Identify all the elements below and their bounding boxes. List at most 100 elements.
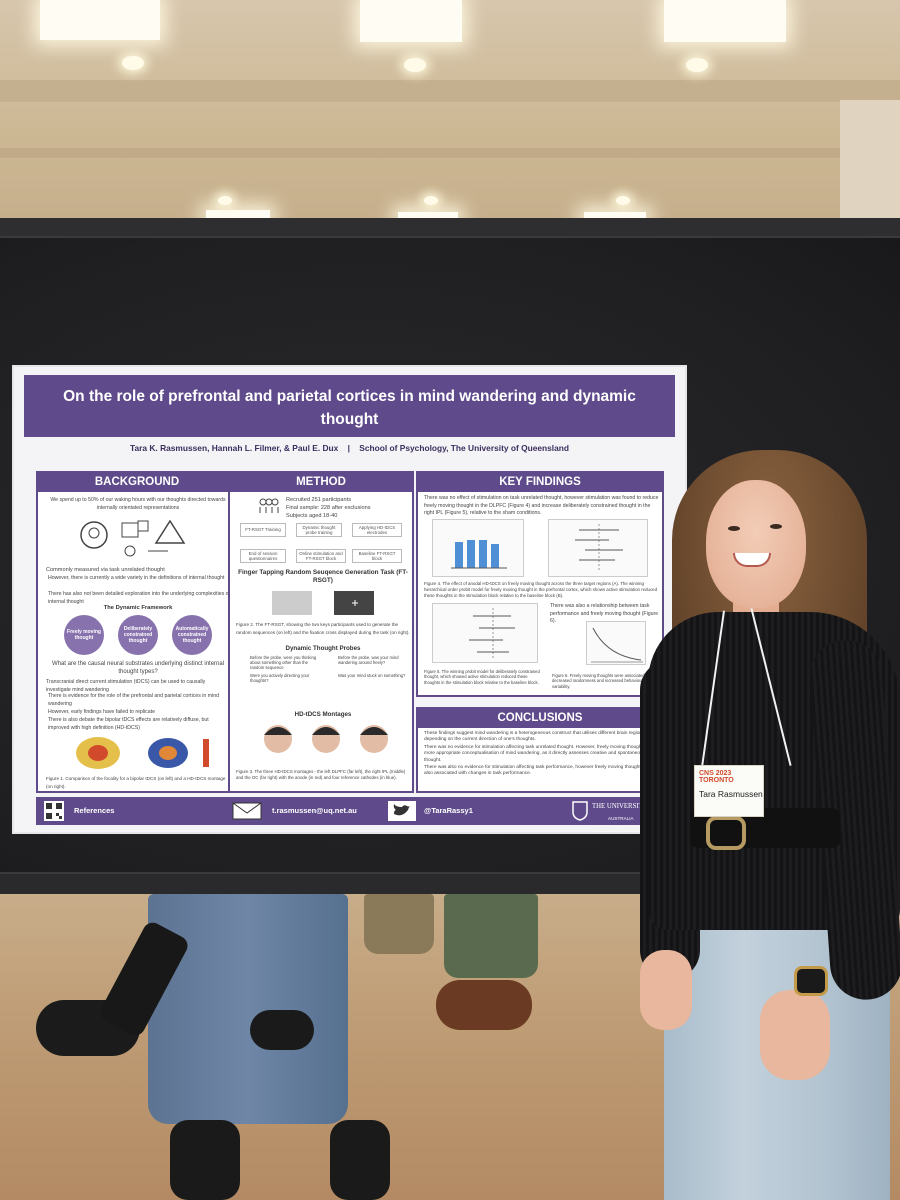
tdcs-bullet-2: However, early findings have failed to r… bbox=[48, 709, 155, 715]
method-subjects: Subjects aged 18-40 bbox=[286, 513, 338, 519]
background-question: What are the causal neural substrates un… bbox=[51, 661, 225, 675]
shoe bbox=[170, 1120, 240, 1200]
background-heading: BACKGROUND bbox=[38, 473, 236, 492]
research-poster: On the role of prefrontal and parietal c… bbox=[14, 367, 685, 832]
conclusions-heading: CONCLUSIONS bbox=[418, 709, 662, 728]
flow-step: Online stimulation and FT-RSGT block bbox=[296, 549, 346, 563]
participants-icon bbox=[259, 498, 279, 513]
conclusion-bullet-1: These findings suggest mind wandering is… bbox=[424, 731, 645, 743]
probe-item: Were you actively directing your thought… bbox=[250, 673, 310, 684]
poster-authors: Tara K. Rasmussen, Hannah L. Filmer, & P… bbox=[129, 443, 339, 453]
flow-step: Baseline FT-RSGT block bbox=[352, 549, 402, 563]
probe-item: Before the probe, were you thinking abou… bbox=[250, 655, 317, 671]
task-title: Finger Tapping Random Seuqence Generatio… bbox=[238, 569, 408, 584]
key-findings-section: KEY FINDINGS There was no effect of stim… bbox=[416, 471, 664, 697]
university-country: AUSTRALIA bbox=[608, 816, 634, 821]
relationship-text: There was also a relationship between ta… bbox=[550, 603, 659, 625]
flow-step: FT-RSGT Training bbox=[240, 523, 286, 537]
background-bullet-1: However, there is currently a wide varie… bbox=[48, 575, 225, 581]
poster-title: On the role of prefrontal and parietal c… bbox=[63, 388, 636, 428]
ceiling-light bbox=[664, 0, 786, 42]
background-section: BACKGROUND We spend up to 50% of our wak… bbox=[36, 471, 238, 793]
presenter-right-hand bbox=[760, 990, 830, 1080]
badge-name: Tara Rasmussen bbox=[699, 789, 763, 799]
email-address: t.rasmussen@uq.net.au bbox=[272, 806, 357, 815]
qr-code-icon bbox=[44, 801, 64, 821]
poster-authors-line: Tara K. Rasmussen, Hannah L. Filmer, & P… bbox=[24, 437, 675, 459]
key-findings-intro: There was no effect of stimulation on ta… bbox=[424, 495, 659, 517]
shoe bbox=[330, 1120, 390, 1200]
name-badge: CNS 2023 TORONTO Tara Rasmussen bbox=[694, 765, 764, 817]
flow-step: Applying HD-tDCS electrodes bbox=[352, 523, 402, 537]
poster-board-frame bbox=[0, 218, 900, 238]
brain-icons-illustration bbox=[80, 519, 186, 557]
method-final-sample: Final sample: 228 after exclusions bbox=[286, 505, 371, 511]
poster-affiliation: School of Psychology, The University of … bbox=[359, 443, 570, 453]
authors-separator: | bbox=[347, 443, 350, 453]
ceiling-light bbox=[584, 212, 646, 222]
poster-header: On the role of prefrontal and parietal c… bbox=[24, 375, 675, 437]
automatically-constrained-circle: Automatically constrained thought bbox=[172, 615, 212, 655]
presenter-eye bbox=[728, 526, 740, 531]
spot-light bbox=[686, 58, 708, 72]
framework-title: The Dynamic Framework bbox=[103, 605, 173, 611]
figure-1-caption: Figure 1. Comparison of the focality for… bbox=[46, 776, 226, 789]
references-label: References bbox=[74, 806, 115, 815]
spot-light bbox=[218, 196, 232, 205]
ceiling-light bbox=[206, 210, 270, 220]
spot-light bbox=[122, 56, 144, 70]
ceiling-light bbox=[40, 0, 160, 40]
method-section: METHOD Recruited 251 participants Final … bbox=[228, 471, 414, 793]
spot-light bbox=[404, 58, 426, 72]
belt-buckle bbox=[706, 816, 746, 850]
presenter-left-hand bbox=[640, 950, 692, 1030]
figure-5-caption: Figure 5. The winning probit model for d… bbox=[424, 669, 540, 685]
shoe bbox=[436, 980, 532, 1030]
wall bbox=[840, 100, 900, 240]
ft-rsgt-figure bbox=[272, 591, 374, 615]
twitter-icon bbox=[388, 801, 416, 821]
badge-event-logo: CNS 2023 TORONTO bbox=[699, 770, 734, 784]
conclusion-bullet-3: There was also no evidence for stimulati… bbox=[424, 765, 651, 777]
presenter-face bbox=[706, 480, 806, 608]
tdcs-text: Transcranial direct current stimulation … bbox=[46, 679, 206, 693]
key-findings-heading: KEY FINDINGS bbox=[418, 473, 662, 492]
figure-3-caption: Figure 3. The three HD-tDCS montages - t… bbox=[236, 769, 406, 780]
uq-crest-logo bbox=[572, 801, 588, 821]
background-measured: Commonly measured via task unrelated tho… bbox=[46, 567, 165, 573]
ceiling-beam bbox=[0, 80, 900, 102]
tdcs-bullet-3: There is also debate the bipolar tDCS ef… bbox=[48, 717, 209, 731]
figure-2-caption: Figure 2. The FT-RSGT, showing the two k… bbox=[236, 622, 410, 635]
tdcs-focality-figure bbox=[76, 737, 209, 769]
deliberately-constrained-circle: Deliberately constrained thought bbox=[118, 615, 158, 655]
probe-item: Before the probe, was your mind wanderin… bbox=[338, 655, 399, 666]
poster-footer: References t.rasmussen@uq.net.au @TaraRa… bbox=[36, 797, 665, 832]
freely-moving-circle: Freely moving thought bbox=[64, 615, 104, 655]
ceiling bbox=[0, 0, 900, 240]
method-heading: METHOD bbox=[230, 473, 412, 492]
email-icon bbox=[232, 802, 262, 820]
tdcs-bullet-1: There is evidence for the role of the pr… bbox=[48, 693, 219, 707]
probes-title: Dynamic Thought Probes bbox=[285, 645, 361, 652]
figure-5-chart bbox=[432, 603, 538, 663]
ceiling-light bbox=[360, 0, 462, 42]
wristwatch-icon bbox=[794, 966, 828, 996]
figure-4b-chart bbox=[548, 519, 648, 577]
probe-item: Was your mind stuck on something? bbox=[338, 673, 406, 678]
university-name: THE UNIVERSITY OF QUEENSLAND bbox=[592, 803, 658, 832]
figure-4-caption: Figure 4. The effect of anodal HD-tDCS o… bbox=[424, 581, 658, 598]
flow-step: End of session questionnaires bbox=[240, 549, 286, 563]
conclusions-section: CONCLUSIONS These findings suggest mind … bbox=[416, 707, 664, 793]
conclusion-bullet-2: There was no evidence for stimulation af… bbox=[424, 745, 660, 763]
montage-title: HD-tDCS Montages bbox=[294, 711, 352, 718]
shoe bbox=[250, 1010, 314, 1050]
figure-6-chart bbox=[586, 621, 646, 665]
presenter-eye bbox=[770, 524, 782, 529]
twitter-handle: @TaraRassy1 bbox=[424, 806, 473, 815]
ceiling-light bbox=[398, 212, 458, 222]
spot-light bbox=[424, 196, 438, 205]
hd-tdcs-montage-heads bbox=[264, 725, 388, 753]
method-recruited: Recruited 251 participants bbox=[286, 497, 351, 503]
person-legs-green bbox=[444, 894, 538, 978]
person-legs-khaki bbox=[364, 894, 434, 954]
